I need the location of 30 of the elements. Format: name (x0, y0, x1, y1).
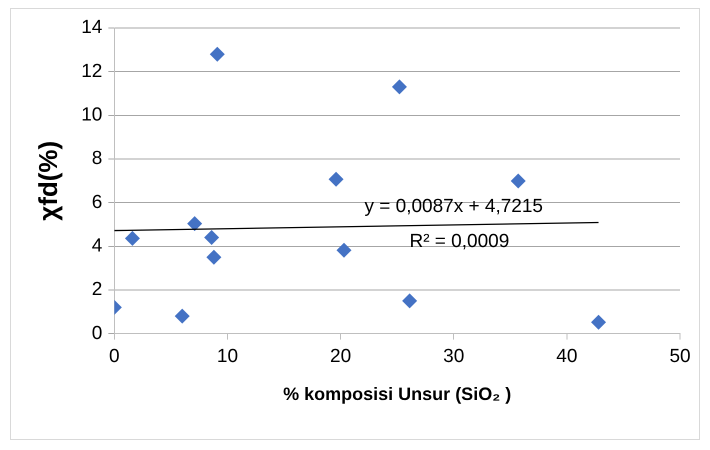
y-axis-title: χfd(%) (32, 140, 63, 221)
point (402, 293, 418, 308)
annotation: y = 0,0087x + 4,7215 (364, 196, 544, 218)
point (392, 79, 407, 94)
point (174, 308, 190, 324)
point (510, 174, 526, 189)
y-tick-label: 10 (81, 104, 102, 126)
point (187, 216, 202, 232)
point (124, 230, 140, 246)
x-tick-label: 0 (109, 346, 120, 368)
y-tick-label: 12 (81, 60, 102, 82)
point (336, 242, 352, 258)
x-axis-title: % komposisi Unsur (SiO₂ ) (283, 384, 512, 404)
x-tick-label: 50 (669, 346, 691, 368)
x-tick-label: 40 (556, 346, 578, 368)
point (204, 230, 220, 246)
y-tick-label: 8 (92, 148, 102, 170)
point (328, 172, 344, 187)
x-tick-label: 20 (330, 346, 352, 368)
point (206, 250, 222, 265)
point (210, 46, 225, 62)
y-tick-label: 0 (92, 322, 102, 344)
y-tick-label: 4 (92, 236, 103, 257)
x-tick-label: 30 (443, 346, 464, 368)
annotation: R² = 0,0009 (409, 231, 510, 252)
y-tick-label: 14 (81, 17, 103, 38)
y-tick-label: 6 (92, 192, 102, 213)
y-tick-label: 2 (92, 279, 102, 300)
point (591, 314, 606, 330)
x-tick-label: 10 (216, 346, 238, 368)
